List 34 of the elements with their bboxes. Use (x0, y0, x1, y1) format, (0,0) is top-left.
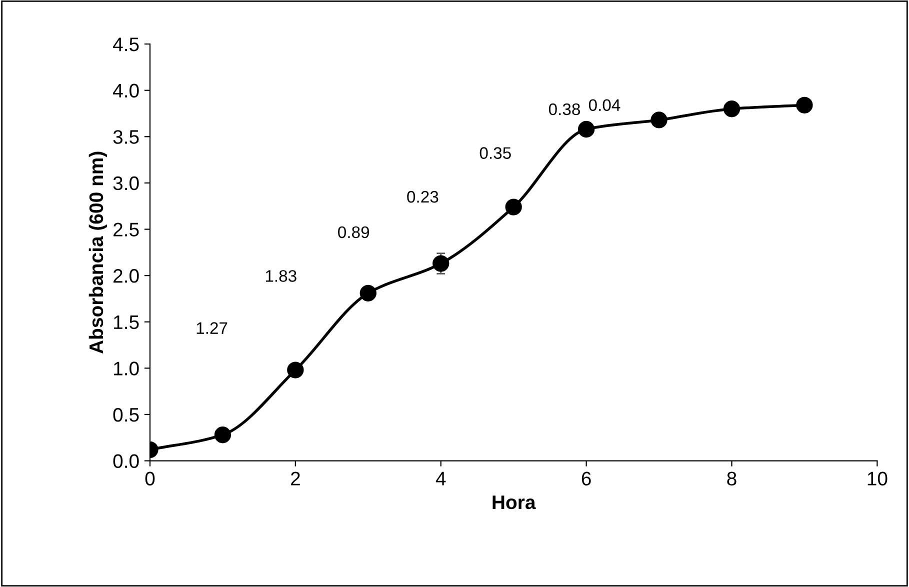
y-tick-label: 1.0 (114, 362, 139, 376)
point (214, 426, 232, 444)
x-tick-label: 6 (582, 472, 591, 486)
x-tick-label: 0 (145, 472, 155, 486)
annotation: 0.35 (480, 147, 511, 159)
x-tick-label: 2 (290, 472, 300, 486)
y-tick-label: 3.0 (113, 176, 139, 190)
point (432, 255, 450, 272)
annotation: 0.89 (338, 226, 370, 238)
y-tick-label: 1.5 (114, 316, 139, 330)
x-axis-title: Hora (492, 496, 536, 510)
annotation: 0.04 (588, 99, 620, 112)
annotation: 0.23 (407, 190, 438, 203)
point (723, 100, 740, 118)
point (360, 284, 376, 302)
y-axis-title: Absorbancia (600 nm) (88, 152, 107, 354)
point (650, 112, 668, 128)
point (505, 198, 522, 216)
y-tick-label: 3.5 (113, 130, 139, 144)
y-tick-label: 2.0 (114, 269, 139, 283)
annotation: 1.83 (266, 270, 296, 282)
point (578, 120, 595, 138)
y-tick-label: 0.5 (113, 408, 139, 422)
y-tick-label: 0.0 (113, 454, 139, 468)
y-tick-label: 4.5 (112, 38, 139, 52)
x-tick-label: 10 (868, 472, 888, 486)
x-tick-label: 4 (436, 472, 446, 486)
annotation: 0.38 (548, 103, 580, 116)
y-tick-label: 4.0 (112, 84, 139, 98)
point (287, 362, 304, 378)
point (796, 96, 813, 114)
y-tick-label: 2.5 (114, 222, 139, 236)
annotation: 1.27 (196, 322, 228, 334)
x-tick-label: 8 (727, 472, 736, 486)
